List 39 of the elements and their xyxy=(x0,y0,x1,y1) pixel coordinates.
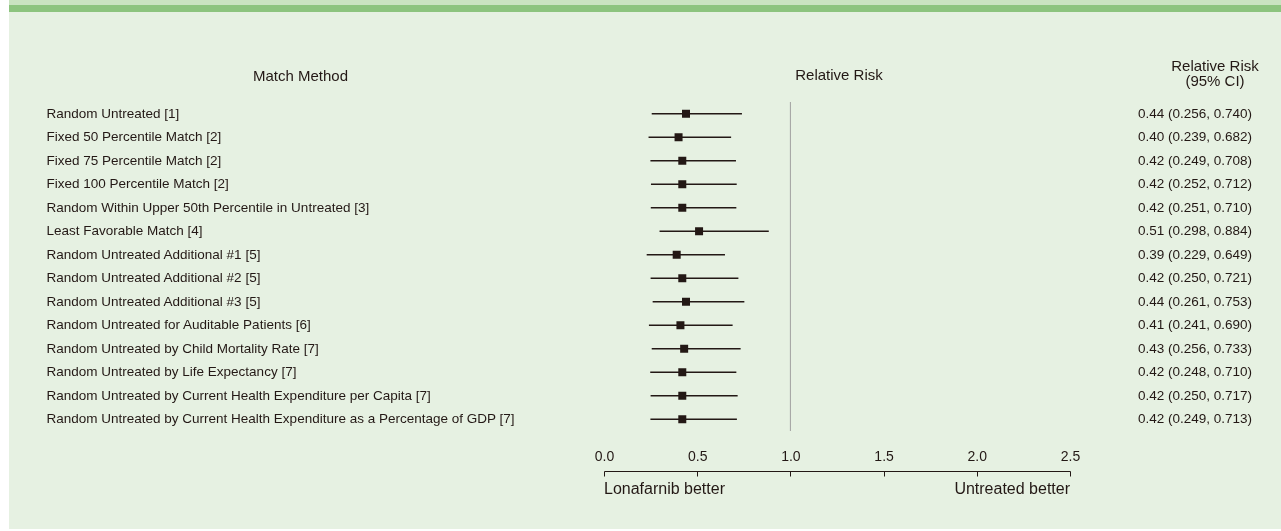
text: Untreated better xyxy=(954,480,1071,497)
data-label: 0.44 (0.261, 0.753) xyxy=(1137,293,1252,309)
data-label: 0.40 (0.239, 0.682) xyxy=(1137,129,1252,145)
data-label: 0.42 (0.250, 0.717) xyxy=(1137,387,1252,403)
data-label: 0.42 (0.249, 0.713) xyxy=(1137,411,1252,427)
x-tick-label: 1.5 xyxy=(874,447,895,464)
y-tick-label: Random Untreated Additional #2 [5] xyxy=(46,270,261,286)
y-tick-label: Random Untreated by Current Health Expenditure as a Percentage of GDP [7] xyxy=(46,411,515,427)
x-tick-label: 0.5 xyxy=(687,447,708,464)
y-tick-label: Fixed 100 Percentile Match [2] xyxy=(46,176,229,192)
data-label: 0.42 (0.248, 0.710) xyxy=(1137,364,1252,380)
data-label: 0.43 (0.256, 0.733) xyxy=(1137,340,1252,356)
x-tick-label: 2.0 xyxy=(967,447,988,464)
data-label: 0.42 (0.251, 0.710) xyxy=(1137,199,1252,215)
x-tick-label: 2.5 xyxy=(1060,447,1081,464)
y-tick-label: Random Untreated Additional #1 [5] xyxy=(46,246,261,262)
y-tick-label: Random Within Upper 50th Percentile in Untreated [3] xyxy=(46,199,370,215)
y-tick-label: Random Untreated [1] xyxy=(46,105,180,121)
data-label: 0.41 (0.241, 0.690) xyxy=(1137,317,1252,333)
x-axis-title: Relative Risk xyxy=(795,66,884,83)
x-tick-label: 1.0 xyxy=(781,447,801,464)
y-tick-label: Least Favorable Match [4] xyxy=(46,223,203,239)
y-axis-title: Match Method xyxy=(252,66,349,84)
data-label: 0.44 (0.256, 0.740) xyxy=(1137,105,1252,121)
data-label: 0.39 (0.229, 0.649) xyxy=(1137,246,1252,262)
data-label: 0.42 (0.252, 0.712) xyxy=(1137,176,1252,192)
data-label: 0.42 (0.250, 0.721) xyxy=(1137,270,1252,286)
data-label: 0.42 (0.249, 0.708) xyxy=(1137,152,1252,168)
y-tick-label: Fixed 75 Percentile Match [2] xyxy=(46,152,222,168)
y-tick-label: Random Untreated by Current Health Expenditure per Capita [7] xyxy=(46,387,431,403)
y-tick-label: Fixed 50 Percentile Match [2] xyxy=(46,129,222,145)
y-tick-label: Random Untreated by Life Expectancy [7] xyxy=(46,364,297,380)
y-tick-label: Random Untreated Additional #3 [5] xyxy=(46,293,261,309)
text: Lonafarnib better xyxy=(604,480,726,497)
text: Relative Risk (95% CI) xyxy=(1171,57,1260,89)
y-tick-label: Random Untreated for Auditable Patients [6] xyxy=(46,317,311,333)
data-label: 0.51 (0.298, 0.884) xyxy=(1137,223,1252,239)
x-tick-label: 0.0 xyxy=(594,447,615,464)
y-tick-label: Random Untreated by Child Mortality Rate [7] xyxy=(46,340,319,356)
